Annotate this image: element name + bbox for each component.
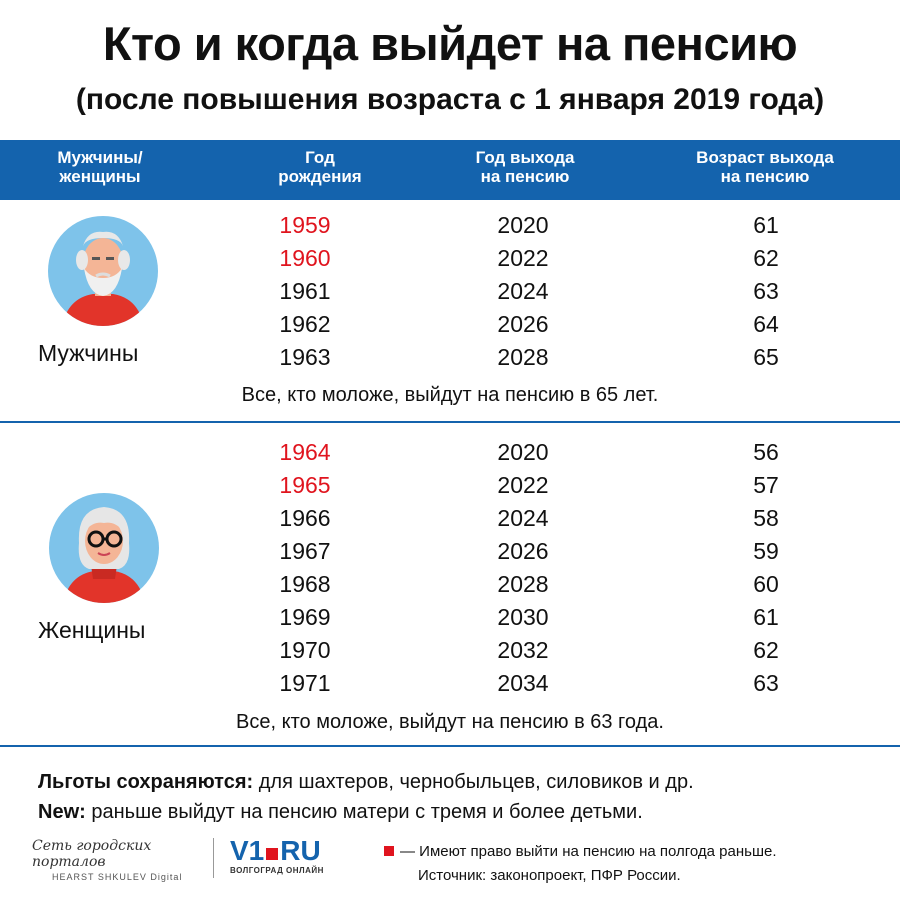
benefits-text: для шахтеров, чернобыльцев, силовиков и … [253,771,694,793]
bottom-divider [0,745,900,747]
retire-year-cell: 2032 [497,637,549,663]
section-divider [0,421,900,423]
header-age-line1: Возраст выхода [696,148,834,167]
header-retire-year: Год выхода на пенсию [440,148,610,186]
birth-year-cell: 1970 [279,637,331,663]
retire-age-cell: 60 [753,571,779,597]
table-row: 1960 2022 62 [0,242,900,274]
table-row: 1967 2026 59 [0,535,900,567]
women-label: Женщины [38,617,146,643]
table-row: 1969 2030 61 [0,601,900,633]
header-birth-year: Год рождения [240,148,400,186]
benefits-line: Льготы сохраняются: для шахтеров, черноб… [38,768,694,796]
table-row: 1971 2034 63 [0,667,900,699]
retire-age-cell: 57 [753,472,779,498]
legend-text: — Имеют право выйти на пенсию на полгода… [400,843,777,860]
birth-year-cell: 1961 [279,278,331,304]
header-gender-line2: женщины [59,167,141,186]
birth-year-cell: 1963 [279,344,331,370]
network-logo-line1: Сеть городских порталов [32,838,152,870]
retire-age-cell: 62 [753,637,779,663]
header-gender-line1: Мужчины/ [57,148,143,167]
table-row: 1963 2028 65 [0,341,900,373]
birth-year-cell: 1960 [279,245,331,271]
header-age-line2: на пенсию [720,167,810,186]
retire-age-cell: 62 [753,245,779,271]
header-retire-line2: на пенсию [480,167,570,186]
v1-logo-v: V1 [230,835,265,866]
men-note: Все, кто моложе, выйдут на пенсию в 65 л… [241,384,659,406]
v1-logo-sub: ВОЛГОГРАД ОНЛАЙН [230,866,324,875]
birth-year-cell: 1965 [279,472,331,498]
birth-year-cell: 1962 [279,311,331,337]
v1-logo: V1 RU ВОЛГОГРАД ОНЛАЙН [230,835,350,876]
v1-logo-square [266,848,279,860]
legend: — Имеют право выйти на пенсию на полгода… [384,842,777,862]
women-note: Все, кто моложе, выйдут на пенсию в 63 г… [236,711,664,733]
network-logo-line2: HEARST SHKULEV Digital [52,872,183,882]
birth-year-cell: 1969 [279,604,331,630]
retire-year-cell: 2034 [497,670,549,696]
retire-year-cell: 2020 [497,439,549,465]
v1-logo-ru: RU [280,835,321,866]
page-subtitle: (после повышения возраста с 1 января 201… [75,83,825,116]
retire-age-cell: 56 [753,439,779,465]
header-retire-line1: Год выхода [475,148,575,167]
new-label: New: [38,801,86,823]
men-label: Мужчины [38,340,139,366]
birth-year-cell: 1968 [279,571,331,597]
retire-year-cell: 2022 [497,245,549,271]
network-logo: Сеть городских порталов HEARST SHKULEV D… [32,838,202,882]
elderly-man-icon [48,216,158,326]
table-header: Мужчины/ женщины Год рождения Год выхода… [0,140,900,200]
table-row: 1962 2026 64 [0,308,900,340]
header-birth-line1: Год [305,148,335,167]
retire-age-cell: 58 [753,505,779,531]
retire-year-cell: 2030 [497,604,549,630]
retire-age-cell: 63 [753,670,779,696]
retire-age-cell: 64 [753,311,779,337]
birth-year-cell: 1971 [279,670,331,696]
table-row: 1961 2024 63 [0,275,900,307]
new-line: New: раньше выйдут на пенсию матери с тр… [38,798,643,826]
retire-year-cell: 2020 [497,212,549,238]
retire-age-cell: 59 [753,538,779,564]
source-note: Источник: законопроект, ПФР России. [418,867,681,884]
table-row: 1959 2020 61 [0,209,900,241]
page-title: Кто и когда выйдет на пенсию [102,17,798,70]
elderly-woman-icon [49,493,159,603]
retire-year-cell: 2026 [497,311,549,337]
table-row: 1965 2022 57 [0,469,900,501]
retire-age-cell: 61 [753,212,779,238]
table-row: 1970 2032 62 [0,634,900,666]
retire-year-cell: 2022 [497,472,549,498]
benefits-label: Льготы сохраняются: [38,771,254,793]
table-row: 1968 2028 60 [0,568,900,600]
logo-divider [213,838,214,878]
header-gender: Мужчины/ женщины [20,148,180,186]
table-row: 1966 2024 58 [0,502,900,534]
retire-age-cell: 61 [753,604,779,630]
retire-year-cell: 2028 [497,344,549,370]
table-row: 1964 2020 56 [0,436,900,468]
retire-year-cell: 2024 [497,505,549,531]
birth-year-cell: 1964 [279,439,331,465]
birth-year-cell: 1966 [279,505,331,531]
header-birth-line2: рождения [278,167,362,186]
birth-year-cell: 1967 [279,538,331,564]
retire-age-cell: 63 [753,278,779,304]
legend-red-square-icon [384,846,394,856]
new-text: раньше выйдут на пенсию матери с тремя и… [85,801,643,823]
retire-year-cell: 2026 [497,538,549,564]
retire-year-cell: 2028 [497,571,549,597]
retire-age-cell: 65 [753,344,779,370]
header-retire-age: Возраст выхода на пенсию [660,148,870,186]
retire-year-cell: 2024 [497,278,549,304]
birth-year-cell: 1959 [279,212,331,238]
